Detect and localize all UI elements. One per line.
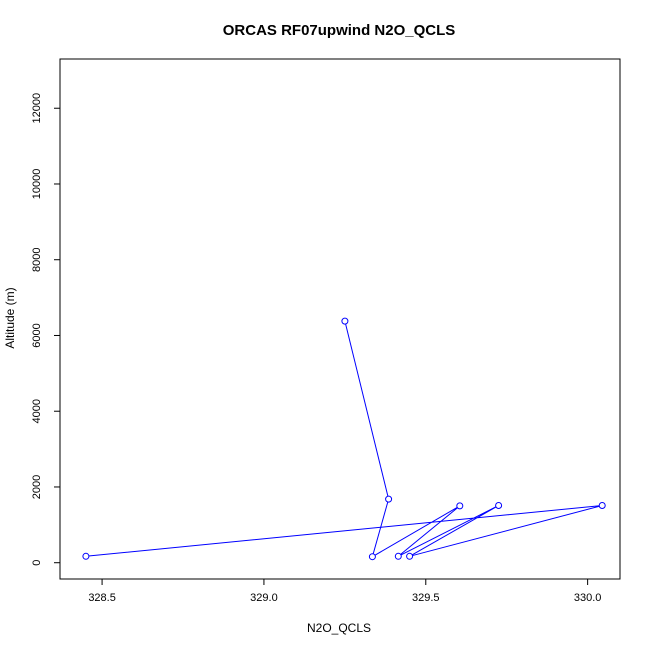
y-axis: 0 2000 4000 6000 8000 10000 12000 [31, 93, 60, 566]
y-tick-label: 6000 [31, 323, 43, 347]
data-point [598, 502, 606, 509]
y-axis-label: Altitude (m) [3, 287, 17, 348]
data-point [368, 553, 376, 561]
x-axis-label: N2O_QCLS [307, 621, 371, 635]
x-tick-label: 328.5 [88, 592, 116, 604]
data-point [394, 552, 402, 560]
x-tick-label: 329.0 [250, 592, 278, 604]
data-point [385, 495, 393, 503]
y-tick-label: 2000 [31, 475, 43, 499]
chart-title: ORCAS RF07upwind N2O_QCLS [223, 22, 456, 39]
series-layer [82, 317, 606, 561]
x-tick-label: 329.5 [412, 592, 440, 604]
y-tick-label: 4000 [31, 399, 43, 423]
x-axis: 328.5 329.0 329.5 330.0 [88, 579, 601, 604]
data-point [456, 502, 464, 510]
y-tick-label: 10000 [31, 169, 43, 200]
y-tick-label: 0 [31, 560, 43, 566]
data-point [406, 552, 414, 560]
y-tick-label: 12000 [31, 93, 43, 124]
data-point [341, 317, 349, 325]
plot-frame [59, 58, 621, 580]
x-tick-label: 330.0 [574, 592, 602, 604]
data-point [82, 552, 90, 560]
data-point [495, 502, 503, 509]
y-tick-label: 8000 [31, 247, 43, 271]
